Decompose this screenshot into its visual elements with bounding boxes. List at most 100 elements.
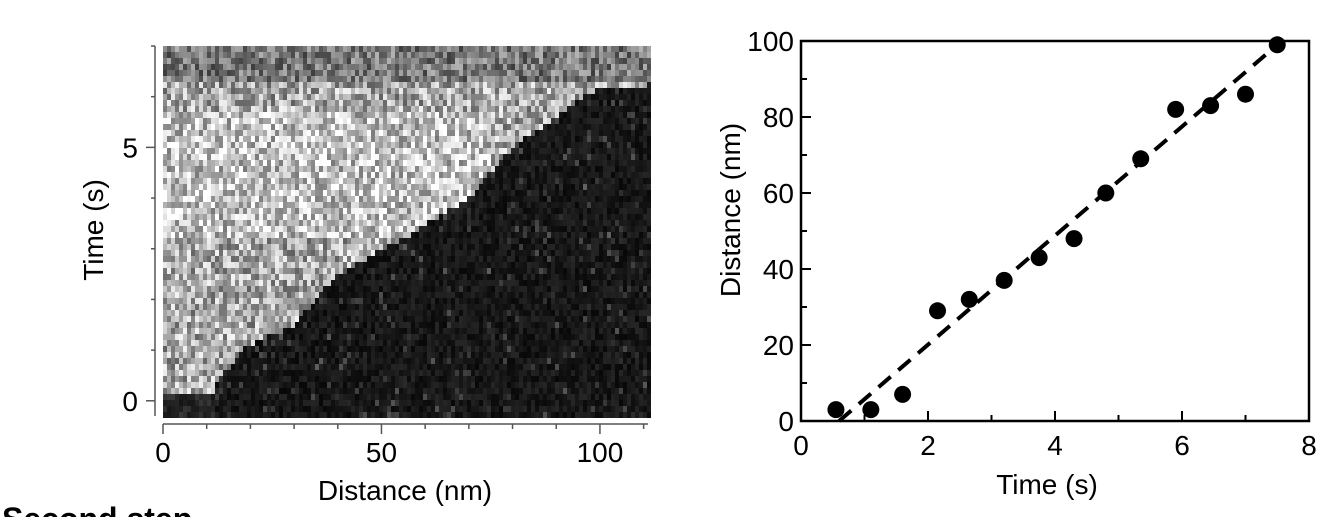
kymograph-pixel [311,214,315,220]
kymograph-pixel [331,256,335,262]
kymograph-pixel [267,172,271,178]
kymograph-pixel [435,58,439,64]
kymograph-pixel [343,142,347,148]
kymograph-pixel [563,124,567,130]
kymograph-pixel [267,148,271,154]
kymograph-pixel [275,196,279,202]
kymograph-pixel [431,202,435,208]
kymograph-pixel [223,274,227,280]
kymograph-pixel [359,76,363,82]
kymograph-pixel [595,112,599,118]
kymograph-pixel [547,64,551,70]
kymograph-pixel [547,136,551,142]
kymograph-pixel [503,256,507,262]
kymograph-pixel [563,88,567,94]
kymograph-pixel [283,268,287,274]
kymograph-pixel [591,64,595,70]
kymograph-pixel [219,100,223,106]
kymograph-pixel [407,214,411,220]
kymograph-pixel [227,106,231,112]
kymograph-pixel [379,136,383,142]
kymograph-pixel [511,220,515,226]
kymograph-pixel [287,64,291,70]
kymograph-pixel [499,286,503,292]
kymograph-pixel [435,76,439,82]
kymograph-pixel [191,202,195,208]
kymograph-pixel [491,76,495,82]
kymograph-pixel [279,232,283,238]
kymograph-pixel [555,166,559,172]
kymograph-pixel [451,88,455,94]
kymograph-pixel [579,148,583,154]
kymograph-pixel [491,226,495,232]
kymograph-pixel [531,214,535,220]
kymograph-pixel [295,190,299,196]
kymograph-pixel [283,154,287,160]
kymograph-pixel [299,148,303,154]
kymograph-pixel [643,130,647,136]
kymograph-pixel [375,148,379,154]
kymograph-pixel [351,46,355,52]
kymograph-pixel [367,256,371,262]
kymograph-pixel [563,148,567,154]
kymograph-pixel [403,58,407,64]
kymograph-pixel [575,178,579,184]
kymograph-pixel [415,286,419,292]
kymograph-pixel [315,286,319,292]
kymograph-pixel [639,244,643,250]
kymograph-pixel [543,226,547,232]
kymograph-pixel [607,214,611,220]
kymograph-pixel [403,136,407,142]
kymograph-pixel [215,64,219,70]
kymograph-pixel [391,82,395,88]
kymograph-pixel [547,256,551,262]
kymograph-pixel [519,46,523,52]
kymograph-pixel [387,58,391,64]
kymograph-pixel [359,226,363,232]
kymograph-pixel [499,202,503,208]
kymograph-pixel [295,256,299,262]
kymograph-pixel [387,184,391,190]
kymograph-pixel [383,130,387,136]
kymograph-pixel [371,208,375,214]
kymograph-pixel [355,124,359,130]
kymograph-pixel [507,196,511,202]
kymograph-pixel [427,232,431,238]
kymograph-pixel [479,46,483,52]
kymograph-pixel [423,274,427,280]
kymograph-pixel [271,250,275,256]
kymograph-pixel [311,58,315,64]
kymograph-pixel [559,268,563,274]
kymograph-pixel [235,70,239,76]
kymograph-pixel [443,250,447,256]
kymograph-pixel [199,238,203,244]
kymograph-pixel [623,256,627,262]
kymograph-pixel [303,106,307,112]
kymograph-pixel [215,94,219,100]
kymograph-pixel [399,184,403,190]
kymograph-pixel [647,262,651,268]
kymograph-pixel [343,250,347,256]
kymograph-pixel [355,220,359,226]
kymograph-pixel [183,280,187,286]
kymograph-pixel [563,112,567,118]
kymograph-pixel [163,208,167,214]
kymograph-pixel [211,262,215,268]
kymograph-pixel [167,184,171,190]
kymograph-pixel [523,100,527,106]
kymograph-pixel [371,106,375,112]
kymograph-pixel [387,244,391,250]
kymograph-pixel [535,154,539,160]
kymograph-pixel [419,274,423,280]
kymograph-pixel [647,196,651,202]
kymograph-pixel [183,136,187,142]
kymograph-pixel [423,262,427,268]
kymograph-pixel [347,76,351,82]
kymograph-pixel [503,166,507,172]
kymograph-pixel [643,106,647,112]
kymograph-pixel [383,262,387,268]
kymograph-pixel [419,82,423,88]
kymograph-pixel [639,226,643,232]
kymograph-pixel [171,100,175,106]
kymograph-pixel [331,220,335,226]
